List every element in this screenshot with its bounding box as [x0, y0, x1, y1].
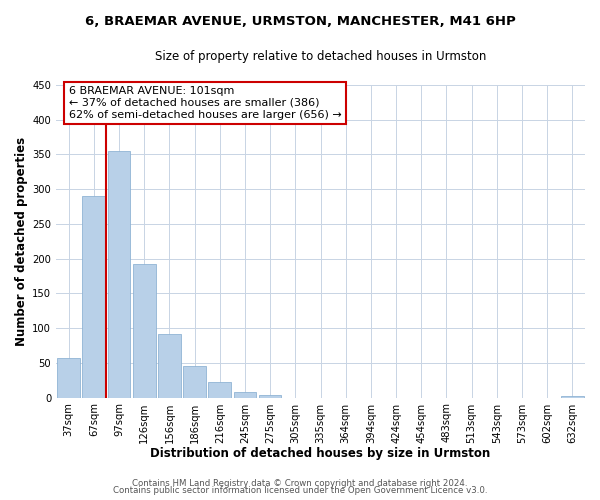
- Bar: [561, 396, 584, 398]
- Bar: [183, 366, 206, 398]
- Bar: [233, 392, 256, 398]
- Bar: [57, 358, 80, 398]
- Text: Contains public sector information licensed under the Open Government Licence v3: Contains public sector information licen…: [113, 486, 487, 495]
- Bar: [82, 196, 105, 398]
- Bar: [107, 151, 130, 398]
- Bar: [259, 395, 281, 398]
- X-axis label: Distribution of detached houses by size in Urmston: Distribution of detached houses by size …: [151, 447, 491, 460]
- Text: 6, BRAEMAR AVENUE, URMSTON, MANCHESTER, M41 6HP: 6, BRAEMAR AVENUE, URMSTON, MANCHESTER, …: [85, 15, 515, 28]
- Title: Size of property relative to detached houses in Urmston: Size of property relative to detached ho…: [155, 50, 486, 63]
- Bar: [208, 382, 231, 398]
- Text: Contains HM Land Registry data © Crown copyright and database right 2024.: Contains HM Land Registry data © Crown c…: [132, 478, 468, 488]
- Bar: [158, 334, 181, 398]
- Bar: [133, 264, 155, 398]
- Y-axis label: Number of detached properties: Number of detached properties: [15, 136, 28, 346]
- Text: 6 BRAEMAR AVENUE: 101sqm
← 37% of detached houses are smaller (386)
62% of semi-: 6 BRAEMAR AVENUE: 101sqm ← 37% of detach…: [68, 86, 341, 120]
